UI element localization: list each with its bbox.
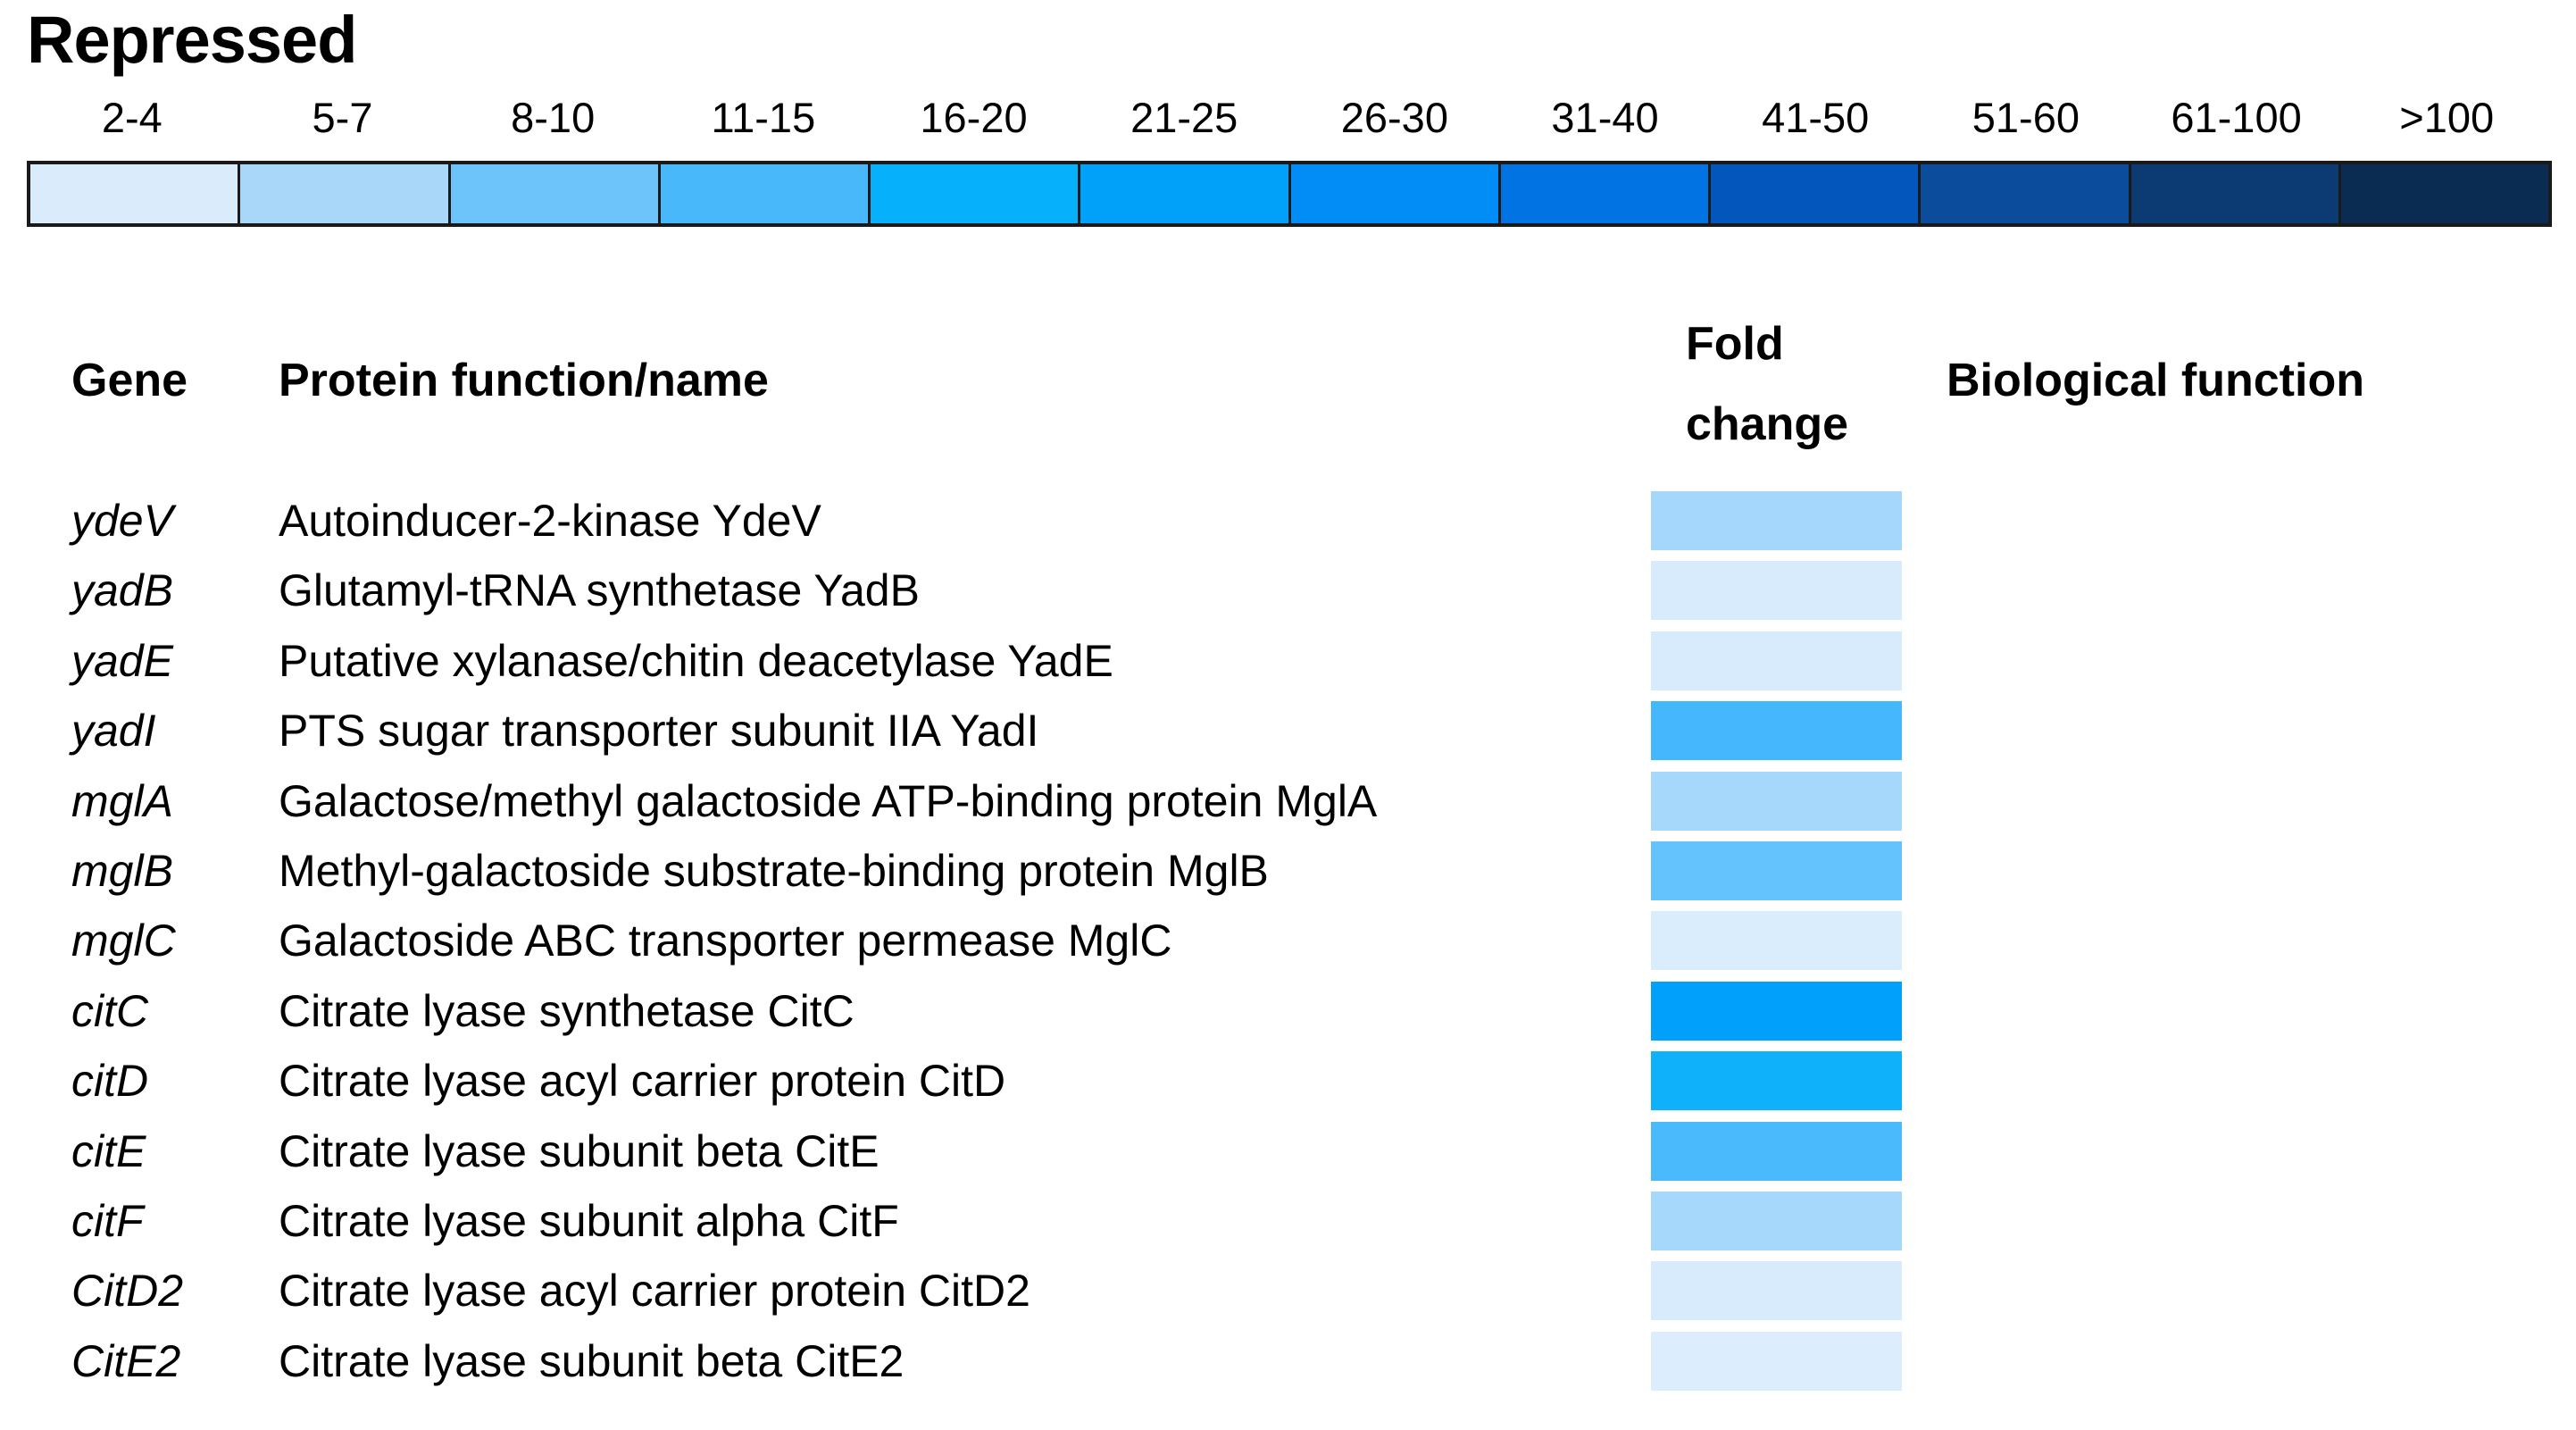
gene-name: ydeV: [71, 496, 173, 546]
legend-color-cell: [868, 164, 1079, 223]
legend-color-cell: [657, 164, 868, 223]
protein-function-name: Galactose/methyl galactoside ATP-binding…: [279, 776, 1378, 826]
protein-function-name: Citrate lyase synthetase CitC: [279, 986, 854, 1036]
fold-change-heat-cell: [1651, 561, 1902, 620]
table-row: mglC Galactoside ABC transporter permease…: [0, 911, 2576, 970]
legend-bin-label: 2-4: [101, 94, 163, 141]
legend-color-cell: [2128, 164, 2338, 223]
fold-change-heat-cell: [1651, 1332, 1902, 1391]
column-header-gene: Gene: [71, 355, 188, 406]
protein-function-name: Putative xylanase/chitin deacetylase Yad…: [279, 636, 1113, 686]
column-header-protein-function: Protein function/name: [279, 355, 769, 406]
gene-name: yadB: [71, 565, 173, 615]
legend-bin-label: 31-40: [1551, 94, 1659, 141]
figure-title: Repressed: [27, 3, 357, 77]
legend-bin-label: 11-15: [711, 94, 816, 141]
protein-function-name: Galactoside ABC transporter permease Mgl…: [279, 916, 1172, 966]
fold-change-heat-cell: [1651, 491, 1902, 550]
legend-color-cell: [238, 164, 448, 223]
legend-color-cell: [1708, 164, 1919, 223]
legend-bin-label: 16-20: [920, 94, 1028, 141]
table-row: citF Citrate lyase subunit alpha CitF: [0, 1192, 2576, 1250]
table-row: mglB Methyl-galactoside substrate-binding…: [0, 841, 2576, 900]
protein-function-name: Citrate lyase acyl carrier protein CitD: [279, 1056, 1006, 1106]
fold-change-heat-cell: [1651, 701, 1902, 760]
legend-bin-label: 26-30: [1340, 94, 1448, 141]
fold-change-heat-cell: [1651, 1051, 1902, 1110]
table-row: yadI PTS sugar transporter subunit IIA Ya…: [0, 701, 2576, 760]
protein-function-name: Autoinducer-2-kinase YdeV: [279, 496, 821, 546]
legend-bin-labels: 2-4 5-7 8-10 11-15 16-20 21-25 26-30 31-40 41-50…: [27, 93, 2552, 143]
table-row: CitE2 Citrate lyase subunit beta CitE2: [0, 1332, 2576, 1391]
legend-bin-label: 21-25: [1130, 94, 1238, 141]
protein-function-name: PTS sugar transporter subunit IIA YadI: [279, 706, 1039, 756]
protein-function-name: Methyl-galactoside substrate-binding pro…: [279, 846, 1269, 896]
table-row: mglA Galactose/methyl galactoside ATP-bin…: [0, 772, 2576, 831]
legend-color-cell: [1288, 164, 1498, 223]
table-row: ydeV Autoinducer-2-kinase YdeV: [0, 491, 2576, 550]
protein-function-name: Citrate lyase subunit beta CitE: [279, 1126, 880, 1176]
legend-color-cell: [447, 164, 658, 223]
gene-name: mglB: [71, 846, 173, 896]
fold-change-heat-cell: [1651, 841, 1902, 900]
legend-bin-label: 51-60: [1972, 94, 2080, 141]
protein-function-name: Citrate lyase subunit alpha CitF: [279, 1196, 899, 1246]
column-header-biological-function: Biological function: [1947, 355, 2364, 406]
fold-change-heat-cell: [1651, 982, 1902, 1041]
gene-name: citE: [71, 1126, 146, 1176]
legend-color-cell: [30, 164, 238, 223]
fold-change-heat-cell: [1651, 911, 1902, 970]
table-row: CitD2 Citrate lyase acyl carrier protein …: [0, 1261, 2576, 1320]
legend-color-bar: [27, 161, 2552, 227]
protein-function-name: Glutamyl-tRNA synthetase YadB: [279, 565, 920, 615]
table-row: yadE Putative xylanase/chitin deacetylase…: [0, 631, 2576, 690]
table-row: citD Citrate lyase acyl carrier protein C…: [0, 1051, 2576, 1110]
legend-bin-label: 8-10: [511, 94, 596, 141]
legend-bin-label: 41-50: [1762, 94, 1870, 141]
protein-function-name: Citrate lyase acyl carrier protein CitD2: [279, 1266, 1030, 1316]
legend-bin-label: 61-100: [2171, 94, 2302, 141]
fold-change-heat-cell: [1651, 1122, 1902, 1181]
legend-color-cell: [2338, 164, 2548, 223]
gene-name: CitD2: [71, 1266, 184, 1316]
table-row: citC Citrate lyase synthetase CitC: [0, 982, 2576, 1041]
legend-color-cell: [1918, 164, 2129, 223]
gene-name: citC: [71, 986, 149, 1036]
gene-name: citD: [71, 1056, 149, 1106]
gene-name: yadI: [71, 706, 156, 756]
protein-function-name: Citrate lyase subunit beta CitE2: [279, 1336, 905, 1386]
table-row: yadB Glutamyl-tRNA synthetase YadB: [0, 561, 2576, 620]
gene-name: CitE2: [71, 1336, 181, 1386]
table-row: citE Citrate lyase subunit beta CitE: [0, 1122, 2576, 1181]
legend-bin-label: >100: [2399, 94, 2495, 141]
legend-color-cell: [1497, 164, 1708, 223]
gene-name: citF: [71, 1196, 144, 1246]
fold-change-heat-cell: [1651, 1261, 1902, 1320]
gene-name: mglC: [71, 916, 176, 966]
legend-color-cell: [1078, 164, 1288, 223]
fold-change-heat-cell: [1651, 772, 1902, 831]
fold-change-heat-cell: [1651, 631, 1902, 690]
column-header-fold-change: Fold change: [1686, 318, 1849, 450]
legend-bin-label: 5-7: [312, 94, 373, 141]
fold-change-heat-cell: [1651, 1192, 1902, 1250]
gene-name: yadE: [71, 636, 173, 686]
gene-name: mglA: [71, 776, 173, 826]
